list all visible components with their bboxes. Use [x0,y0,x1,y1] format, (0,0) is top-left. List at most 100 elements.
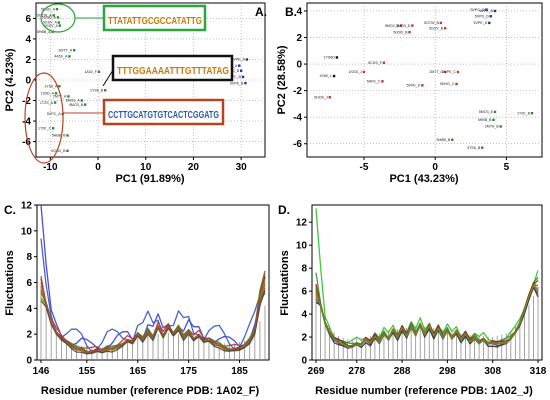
panel-a-ytick-label: 6 [25,14,31,25]
panel-b-point [399,24,403,27]
panel-b-ylabel: PC2 (28.58%) [276,45,288,114]
panel-c-lines [40,204,266,355]
panel-c-series-line [40,290,266,355]
panel-d-ytick-label: 2 [301,333,307,344]
panel-c-letter: C. [4,203,16,217]
panel-b-point [530,111,534,115]
panel-a-point-label: 5GSV_A [44,24,59,28]
panel-b-point [328,96,331,99]
panel-a-point [239,69,243,72]
panel-a-point [238,64,241,67]
panel-b-point-label: 5HBB_B [436,138,450,142]
panel-a-point-label: 1YS6_A [44,84,58,88]
panel-b-point [443,70,447,74]
panel-d-ytick-label: 8 [301,264,307,275]
panel-b-point-label: 5VPE_D [407,84,421,88]
panel-a-point-label: 2MTT_A [58,48,72,52]
panel-d-ytick-label: 4 [301,310,307,321]
panel-b-point [443,27,447,30]
panel-b-point [382,61,386,64]
panel-a-ytick-label: -6 [22,137,31,148]
panel-b-point-label: 5VPE_C [442,70,456,74]
panel-a-xtick-label: 10 [140,162,152,173]
panel-a-point-label: 1TZS_A [40,101,54,105]
panel-d-ytick-label: 12 [296,218,308,229]
panel-d-letter: D. [278,203,290,217]
panel-a-point [83,103,87,106]
panel-a-point [72,49,76,52]
panel-b-point-label: 5VPD_D [475,14,489,18]
panel-b-point-label: 5HOE_J [314,95,328,99]
panel-a-letter: A. [255,5,267,19]
panel-a-point [103,89,107,92]
panel-b-point-label: 2M7T_D [429,70,443,74]
panel-b-point [362,70,366,74]
panel-b-point [456,70,460,74]
panel-b-point-label: 5VPC_D [470,8,484,12]
panel-c-line: C. 0 2 4 6 8 10 12 146 155 165 175 185 Residue numb… [4,201,270,397]
panel-a-point [52,14,55,17]
panel-a-xtick-label: 30 [236,162,248,173]
panel-b-point-label: 2M7H_B [485,125,500,129]
panel-b-point-label: 1YS6D [324,56,336,60]
panel-b-ytick-label: -2 [293,86,302,97]
panel-d-bars [315,286,539,360]
panel-a-xtick-label: 0 [95,162,101,173]
panel-a-point-label: 5GSD_B [51,149,66,153]
panel-a-point-label: 5GSD_A [42,16,57,20]
panel-a-xtick-label: 20 [188,162,200,173]
panel-c-ytick-label: 10 [21,226,33,237]
panel-d-series-line [315,286,539,349]
panel-a-point [97,70,101,73]
panel-d-xtick-label: 308 [484,366,501,377]
panel-d-series-line [315,279,539,348]
panel-a-point [54,92,58,95]
panel-a-ytick-label: -4 [22,117,31,128]
panel-b-point-label: 5MO3_D [396,24,411,28]
panel-d-plot-frame [311,204,543,361]
panel-d-lines [315,208,539,349]
panel-b-point-label: 5HBB_B [478,118,492,122]
panel-a-point-label: 5GSV_A [43,21,58,25]
panel-a-point-label: 5GSD_A [41,7,56,11]
panel-b-point [485,8,488,11]
panel-b-ytick-label: 4 [296,6,302,17]
panel-b-point [493,9,497,13]
panel-b-point [451,138,454,141]
panel-a-xlabel: PC1 (91.89%) [115,173,184,185]
panel-d-xlabel: Residue number (reference PDB: 1A02_J) [315,385,533,397]
panel-c-series-line [40,270,266,353]
panel-a-logo-red: CCTTGCATGTGTCACTCGGATG [102,98,225,126]
panel-a-point [56,16,60,19]
panel-a-point-label: 2M7T_A [53,95,67,99]
panel-a-point [51,127,55,130]
panel-a-logo-green: TTATATTGCGCCATATTG [102,4,207,32]
panel-a-logo-red-seq: CCTTGCATGTGTCACTCGGATG [108,110,219,121]
panel-d-ylabel: Fluctuations [279,250,291,315]
panel-a-red-oval [24,72,64,164]
panel-a-logo-black: TTTGGAAAATTTGTTTATAG [111,54,234,82]
panel-a-point-label: 5MO3_A [66,99,81,103]
panel-b-point [332,74,336,78]
panel-a-point [58,24,62,27]
panel-a-black-connector [102,69,114,87]
panel-a-point [58,84,61,88]
panel-b-point-label: 5GSV_B [429,26,444,30]
panel-b-point-label: 5MO2_B [385,24,400,28]
panel-a-point-label: 1YS6_B [90,88,104,92]
panel-a-ytick-label: 0 [25,76,31,87]
panel-c-xlabel: Residue number (reference PDB: 1A02_F) [41,385,260,397]
panel-a-point [68,55,71,58]
panel-b-point-label: 5VPE_D [474,21,488,25]
panel-a-point-label: 1T2K_C [38,126,52,130]
panel-d-xtick-label: 278 [348,366,365,377]
panel-b-point-label: 1T2K_B [517,111,531,115]
panel-a-point [80,99,83,102]
panel-b-ytick-label: -4 [293,113,302,124]
panel-b-point [455,82,458,86]
panel-a-point-label: 5HBB_B [52,134,66,138]
